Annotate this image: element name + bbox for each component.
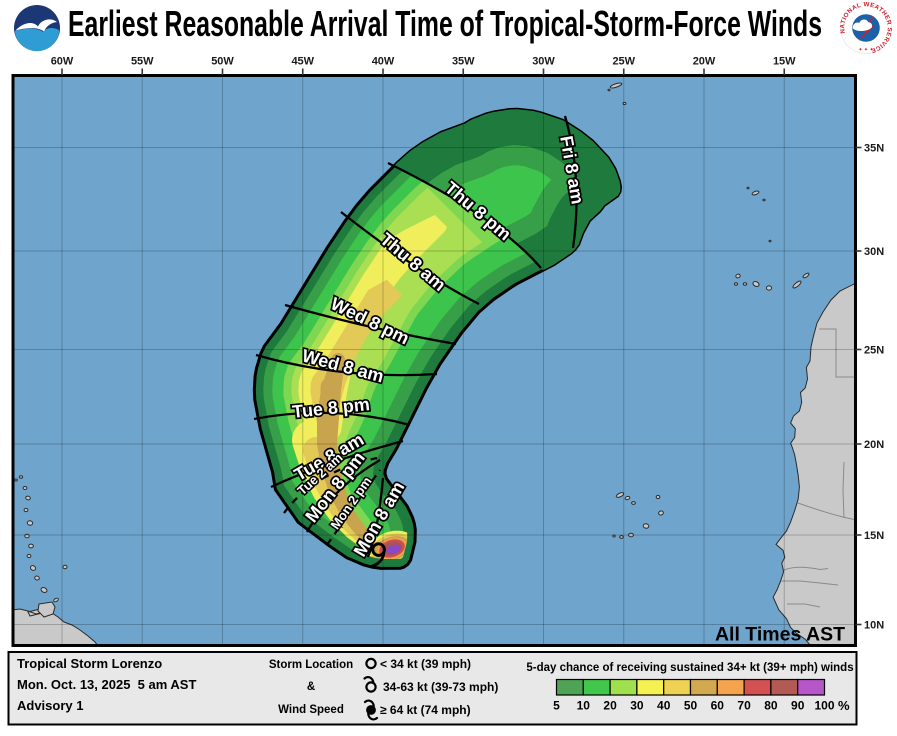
svg-text:Tropical Storm Lorenzo: Tropical Storm Lorenzo	[17, 656, 162, 671]
svg-text:30N: 30N	[864, 246, 884, 258]
svg-text:&: &	[307, 681, 315, 693]
svg-text:5: 5	[553, 699, 560, 713]
svg-text:20: 20	[603, 699, 617, 713]
svg-text:Earliest Reasonable Arrival Ti: Earliest Reasonable Arrival Time of Trop…	[68, 3, 822, 44]
svg-text:45W: 45W	[291, 56, 314, 68]
svg-text:Advisory 1: Advisory 1	[17, 698, 83, 713]
svg-text:60W: 60W	[51, 56, 74, 68]
svg-text:80: 80	[764, 699, 778, 713]
svg-text:55W: 55W	[131, 56, 154, 68]
svg-text:10: 10	[577, 699, 591, 713]
svg-text:< 34 kt (39 mph): < 34 kt (39 mph)	[380, 657, 471, 671]
svg-text:30W: 30W	[532, 56, 555, 68]
svg-text:30: 30	[630, 699, 644, 713]
svg-text:15W: 15W	[773, 56, 796, 68]
svg-text:25N: 25N	[864, 345, 884, 357]
svg-text:70: 70	[737, 699, 751, 713]
svg-text:✦ ✦ ✦: ✦ ✦ ✦	[858, 47, 873, 53]
svg-text:50: 50	[684, 699, 698, 713]
svg-text:Wind Speed: Wind Speed	[278, 704, 344, 716]
svg-text:≥ 64 kt (74 mph): ≥ 64 kt (74 mph)	[380, 703, 471, 717]
svg-text:60: 60	[711, 699, 725, 713]
svg-text:Storm Location: Storm Location	[269, 659, 353, 671]
svg-text:10N: 10N	[864, 620, 884, 632]
svg-text:25W: 25W	[612, 56, 635, 68]
svg-text:20N: 20N	[864, 439, 884, 451]
svg-text:50W: 50W	[211, 56, 234, 68]
svg-text:40W: 40W	[372, 56, 395, 68]
svg-text:100: 100	[814, 699, 834, 713]
svg-text:Mon. Oct. 13, 2025 5 am AST: Mon. Oct. 13, 2025 5 am AST	[17, 677, 196, 692]
svg-text:35W: 35W	[452, 56, 475, 68]
svg-text:%: %	[838, 698, 850, 713]
svg-text:90: 90	[791, 699, 805, 713]
svg-text:20W: 20W	[693, 56, 716, 68]
svg-text:34-63 kt (39-73 mph): 34-63 kt (39-73 mph)	[383, 680, 498, 694]
svg-text:15N: 15N	[864, 530, 884, 542]
svg-text:All Times AST: All Times AST	[715, 624, 845, 646]
svg-text:35N: 35N	[864, 143, 884, 155]
svg-text:40: 40	[657, 699, 671, 713]
svg-text:5-day chance of receiving sust: 5-day chance of receiving sustained 34+ …	[526, 662, 853, 674]
